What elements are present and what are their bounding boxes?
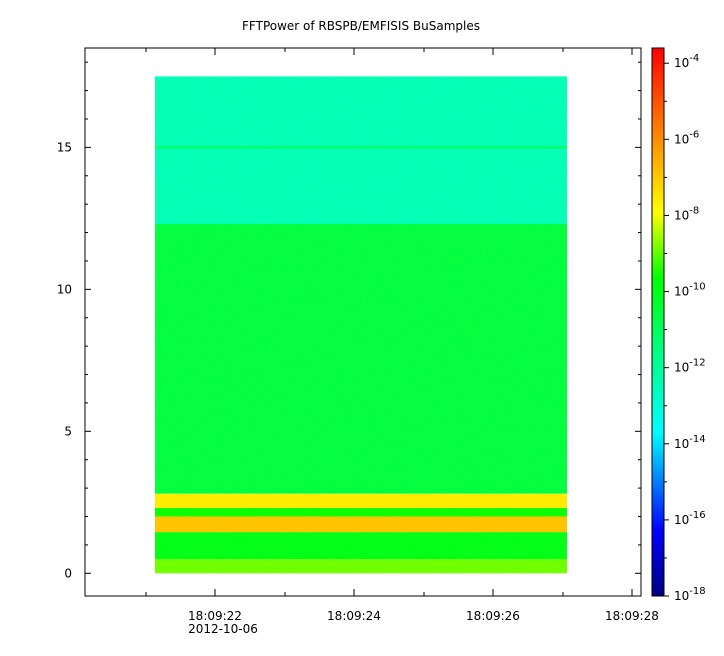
x-tick-label-2: 18:09:26	[466, 609, 520, 623]
y-axis: 0 5 10 15	[57, 61, 641, 580]
y-tick-label-0: 0	[64, 566, 72, 580]
colorbar-tick-label: 10-16	[674, 510, 706, 527]
colorbar	[651, 47, 665, 597]
colorbar-tick-label: 10-10	[674, 282, 706, 299]
colorbar-tick-label: 10-14	[674, 434, 706, 451]
x-tick-label-0: 18:09:22	[188, 609, 242, 623]
y-tick-label-10: 10	[57, 282, 72, 296]
colorbar-tick-label: 10-18	[674, 586, 706, 603]
x-tick-label-1: 18:09:24	[327, 609, 381, 623]
x-tick-label-3: 18:09:28	[605, 609, 659, 623]
x-axis-date-label: 2012-10-06	[188, 622, 258, 636]
colorbar-tick-label: 10-8	[674, 205, 699, 222]
x-axis: 18:09:22 18:09:24 18:09:26 18:09:28	[145, 48, 659, 623]
spectrogram-noise	[155, 76, 567, 574]
plot-frame	[84, 47, 642, 597]
y-tick-label-15: 15	[57, 140, 72, 154]
colorbar-tick-label: 10-4	[674, 53, 699, 70]
colorbar-axis: 10-18 10-16 10-14 10-12 10-10 10-8 10-6 10-4	[664, 53, 706, 603]
y-tick-label-5: 5	[64, 424, 72, 438]
chart-title: FFTPower of RBSPB/EMFISIS BuSamples	[242, 19, 480, 33]
spectrogram-area	[155, 76, 567, 574]
colorbar-tick-label: 10-6	[674, 129, 699, 146]
colorbar-tick-label: 10-12	[674, 358, 706, 375]
